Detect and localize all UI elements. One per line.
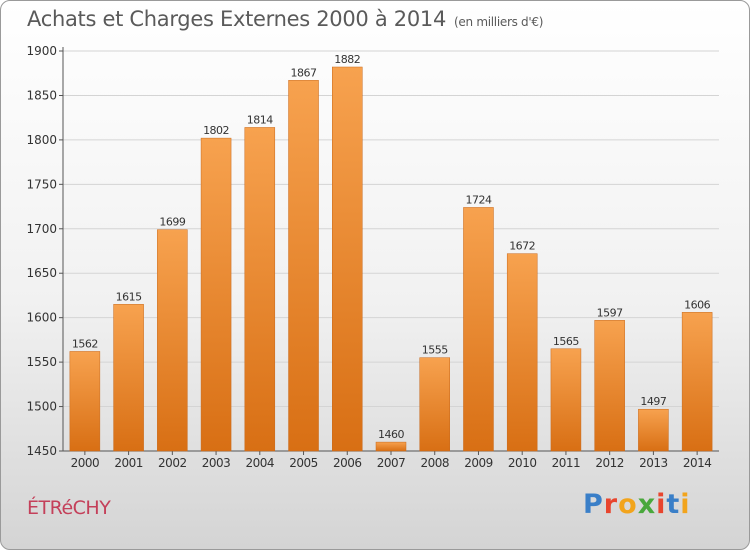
y-tick-labels: 1450 1500 1550 1600 1650 1700 1750 1800 1850 1900	[26, 44, 57, 458]
y-tick-label: 1850	[26, 88, 57, 102]
x-tick-label: 2014	[683, 456, 712, 470]
logo-letter: P	[583, 489, 604, 520]
x-tick-label: 2005	[289, 456, 318, 470]
bar	[200, 137, 232, 452]
y-tick-label: 1800	[26, 133, 57, 147]
bar-value-label: 1724	[465, 193, 491, 206]
y-tick-label: 1900	[26, 44, 57, 58]
x-tick-label: 2001	[114, 456, 143, 470]
logo-letter: o	[618, 489, 638, 520]
bar	[288, 80, 319, 452]
chart-subtitle: (en milliers d'€)	[454, 15, 544, 29]
data-labels: 1562 1615 1699 1802 1814 1867 1882 1460 1555 1724…	[72, 53, 711, 441]
bar	[594, 320, 625, 452]
bar-value-label: 1497	[640, 395, 666, 408]
x-tick-label: 2002	[158, 456, 187, 470]
bar-value-label: 1562	[72, 337, 98, 350]
bar	[332, 66, 363, 452]
y-tick-label: 1550	[26, 355, 57, 369]
bar	[375, 441, 407, 452]
x-tick-label: 2003	[202, 456, 231, 470]
x-tick-label: 2009	[464, 456, 493, 470]
y-tick-label: 1600	[26, 311, 57, 325]
bar	[550, 348, 582, 452]
logo-letter: i	[680, 489, 691, 520]
bar	[638, 408, 669, 452]
bar	[157, 229, 188, 452]
logo-letter: r	[603, 489, 619, 520]
bar-value-label: 1882	[334, 53, 360, 66]
x-tick-label: 2006	[333, 456, 362, 470]
town-name: ÉTRéCHY	[27, 497, 111, 519]
logo-letter: x	[637, 489, 657, 520]
chart-title: Achats et Charges Externes 2000 à 2014 (e…	[27, 7, 543, 31]
x-tick-label: 2010	[508, 456, 537, 470]
bar-value-label: 1814	[247, 113, 273, 126]
logo-letter: t	[666, 489, 681, 520]
x-tick-label: 2012	[595, 456, 624, 470]
x-tick-label: 2013	[639, 456, 668, 470]
bar-value-label: 1672	[509, 240, 535, 253]
bar-value-label: 1597	[597, 306, 623, 319]
proxiti-logo: Proxiti	[583, 489, 691, 520]
logo-letter: i	[656, 489, 667, 520]
bar	[681, 312, 713, 452]
x-tick-labels: 2000 2001 2002 2003 2004 2005 2006 2007 2008 2009…	[71, 456, 712, 470]
bar-value-label: 1565	[553, 335, 579, 348]
bar-value-label: 1699	[159, 216, 185, 229]
bar	[113, 304, 144, 452]
bar-value-label: 1555	[422, 344, 448, 357]
bar-value-label: 1460	[378, 428, 404, 441]
x-tick-label: 2007	[377, 456, 406, 470]
x-tick-label: 2004	[246, 456, 275, 470]
x-tick-label: 2000	[71, 456, 100, 470]
bar-value-label: 1606	[684, 298, 710, 311]
bar-value-label: 1802	[203, 124, 229, 137]
bar	[419, 357, 450, 452]
bar	[463, 207, 494, 452]
bar	[244, 127, 276, 452]
bars	[69, 66, 713, 452]
y-tick-label: 1450	[26, 444, 57, 458]
bar-value-label: 1615	[116, 290, 142, 303]
y-tick-label: 1750	[26, 177, 57, 191]
y-tick-label: 1650	[26, 266, 57, 280]
x-tick-label: 2011	[552, 456, 581, 470]
bar-value-label: 1867	[291, 66, 317, 79]
y-tick-label: 1500	[26, 400, 57, 414]
y-tick-label: 1700	[26, 222, 57, 236]
bar	[69, 351, 101, 452]
bar	[506, 253, 538, 452]
chart-title-text: Achats et Charges Externes 2000 à 2014	[27, 7, 447, 31]
x-tick-label: 2008	[420, 456, 449, 470]
